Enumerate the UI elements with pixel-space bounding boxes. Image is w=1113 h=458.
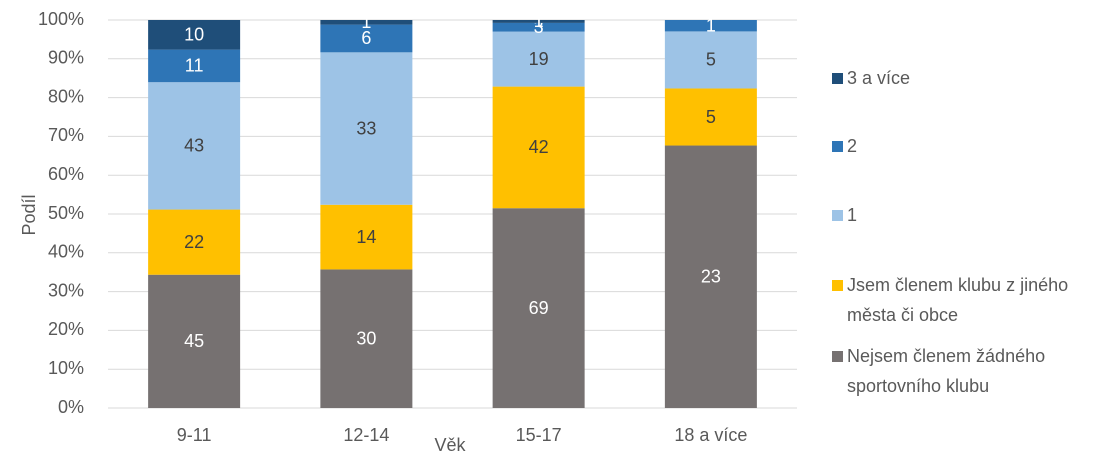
data-label: 69 <box>529 298 549 318</box>
legend-swatch <box>832 141 843 152</box>
bar-segment <box>492 22 585 32</box>
bar-segment <box>320 20 413 25</box>
legend-label: 1 <box>847 205 858 225</box>
data-label: 43 <box>184 136 204 156</box>
data-label: 45 <box>184 331 204 351</box>
data-label: 1 <box>361 12 371 32</box>
data-label: 42 <box>529 137 549 157</box>
bar-segment <box>320 24 413 53</box>
legend-swatch <box>832 351 843 362</box>
data-label: 6 <box>361 28 371 48</box>
y-tick-label: 30% <box>48 280 84 300</box>
legend-label: 2 <box>847 136 858 156</box>
y-tick-label: 90% <box>48 48 84 68</box>
bar-segment <box>664 88 757 146</box>
bar-segment <box>148 209 241 275</box>
y-tick-label: 0% <box>58 397 84 417</box>
bar-segment <box>664 31 757 89</box>
legend-label: 3 a více <box>847 68 911 88</box>
bar-segment <box>320 204 413 270</box>
x-tick-label: 12-14 <box>343 425 389 445</box>
legend-swatch <box>832 280 843 291</box>
bar-segment <box>148 20 241 50</box>
data-label: 19 <box>529 49 549 69</box>
data-label: 1 <box>706 15 716 35</box>
legend-item: 2 <box>832 131 1107 161</box>
legend-item: 3 a více <box>832 63 1107 93</box>
legend-swatch <box>832 210 843 221</box>
bar-segment <box>492 86 585 209</box>
legend-label: Nejsem členem žádného sportovního klubu <box>847 346 1046 396</box>
data-label: 22 <box>184 232 204 252</box>
data-label: 14 <box>356 227 376 247</box>
y-tick-label: 20% <box>48 319 84 339</box>
bar-segment <box>492 31 585 87</box>
data-label: 23 <box>701 267 721 287</box>
y-tick-label: 50% <box>48 203 84 223</box>
x-axis-title: Věk <box>434 435 466 455</box>
bar-segment <box>320 269 413 408</box>
y-tick-label: 10% <box>48 358 84 378</box>
legend-item: 1 <box>832 200 1107 230</box>
bar-segment <box>148 274 241 408</box>
bar-segment <box>320 52 413 205</box>
y-tick-label: 70% <box>48 125 84 145</box>
data-label: 11 <box>185 56 204 76</box>
bar-segment <box>664 20 757 32</box>
data-label: 1 <box>534 11 544 31</box>
x-tick-label: 15-17 <box>516 425 562 445</box>
data-label: 10 <box>184 25 204 45</box>
y-tick-label: 100% <box>38 9 84 29</box>
x-tick-label: 18 a více <box>674 425 747 445</box>
legend-item: Nejsem členem žádného sportovního klubu <box>832 341 1107 401</box>
x-tick-label: 9-11 <box>177 425 212 445</box>
data-label: 5 <box>706 107 716 127</box>
legend-swatch <box>832 73 843 84</box>
legend-item: Jsem členem klubu z jiného města či obce <box>832 270 1107 330</box>
y-tick-label: 60% <box>48 164 84 184</box>
bar-segment <box>492 208 585 408</box>
data-label: 5 <box>706 50 716 70</box>
y-axis-title: Podíl <box>19 194 39 235</box>
data-label: 30 <box>356 328 376 348</box>
y-tick-label: 80% <box>48 86 84 106</box>
bar-segment <box>148 82 241 210</box>
bar-segment <box>148 49 241 83</box>
legend-label: Jsem členem klubu z jiného města či obce <box>847 275 1069 325</box>
data-label: 33 <box>356 118 376 138</box>
y-tick-label: 40% <box>48 242 84 262</box>
bar-segment <box>492 20 585 23</box>
bar-segment <box>664 145 757 408</box>
data-label: 3 <box>534 17 544 37</box>
